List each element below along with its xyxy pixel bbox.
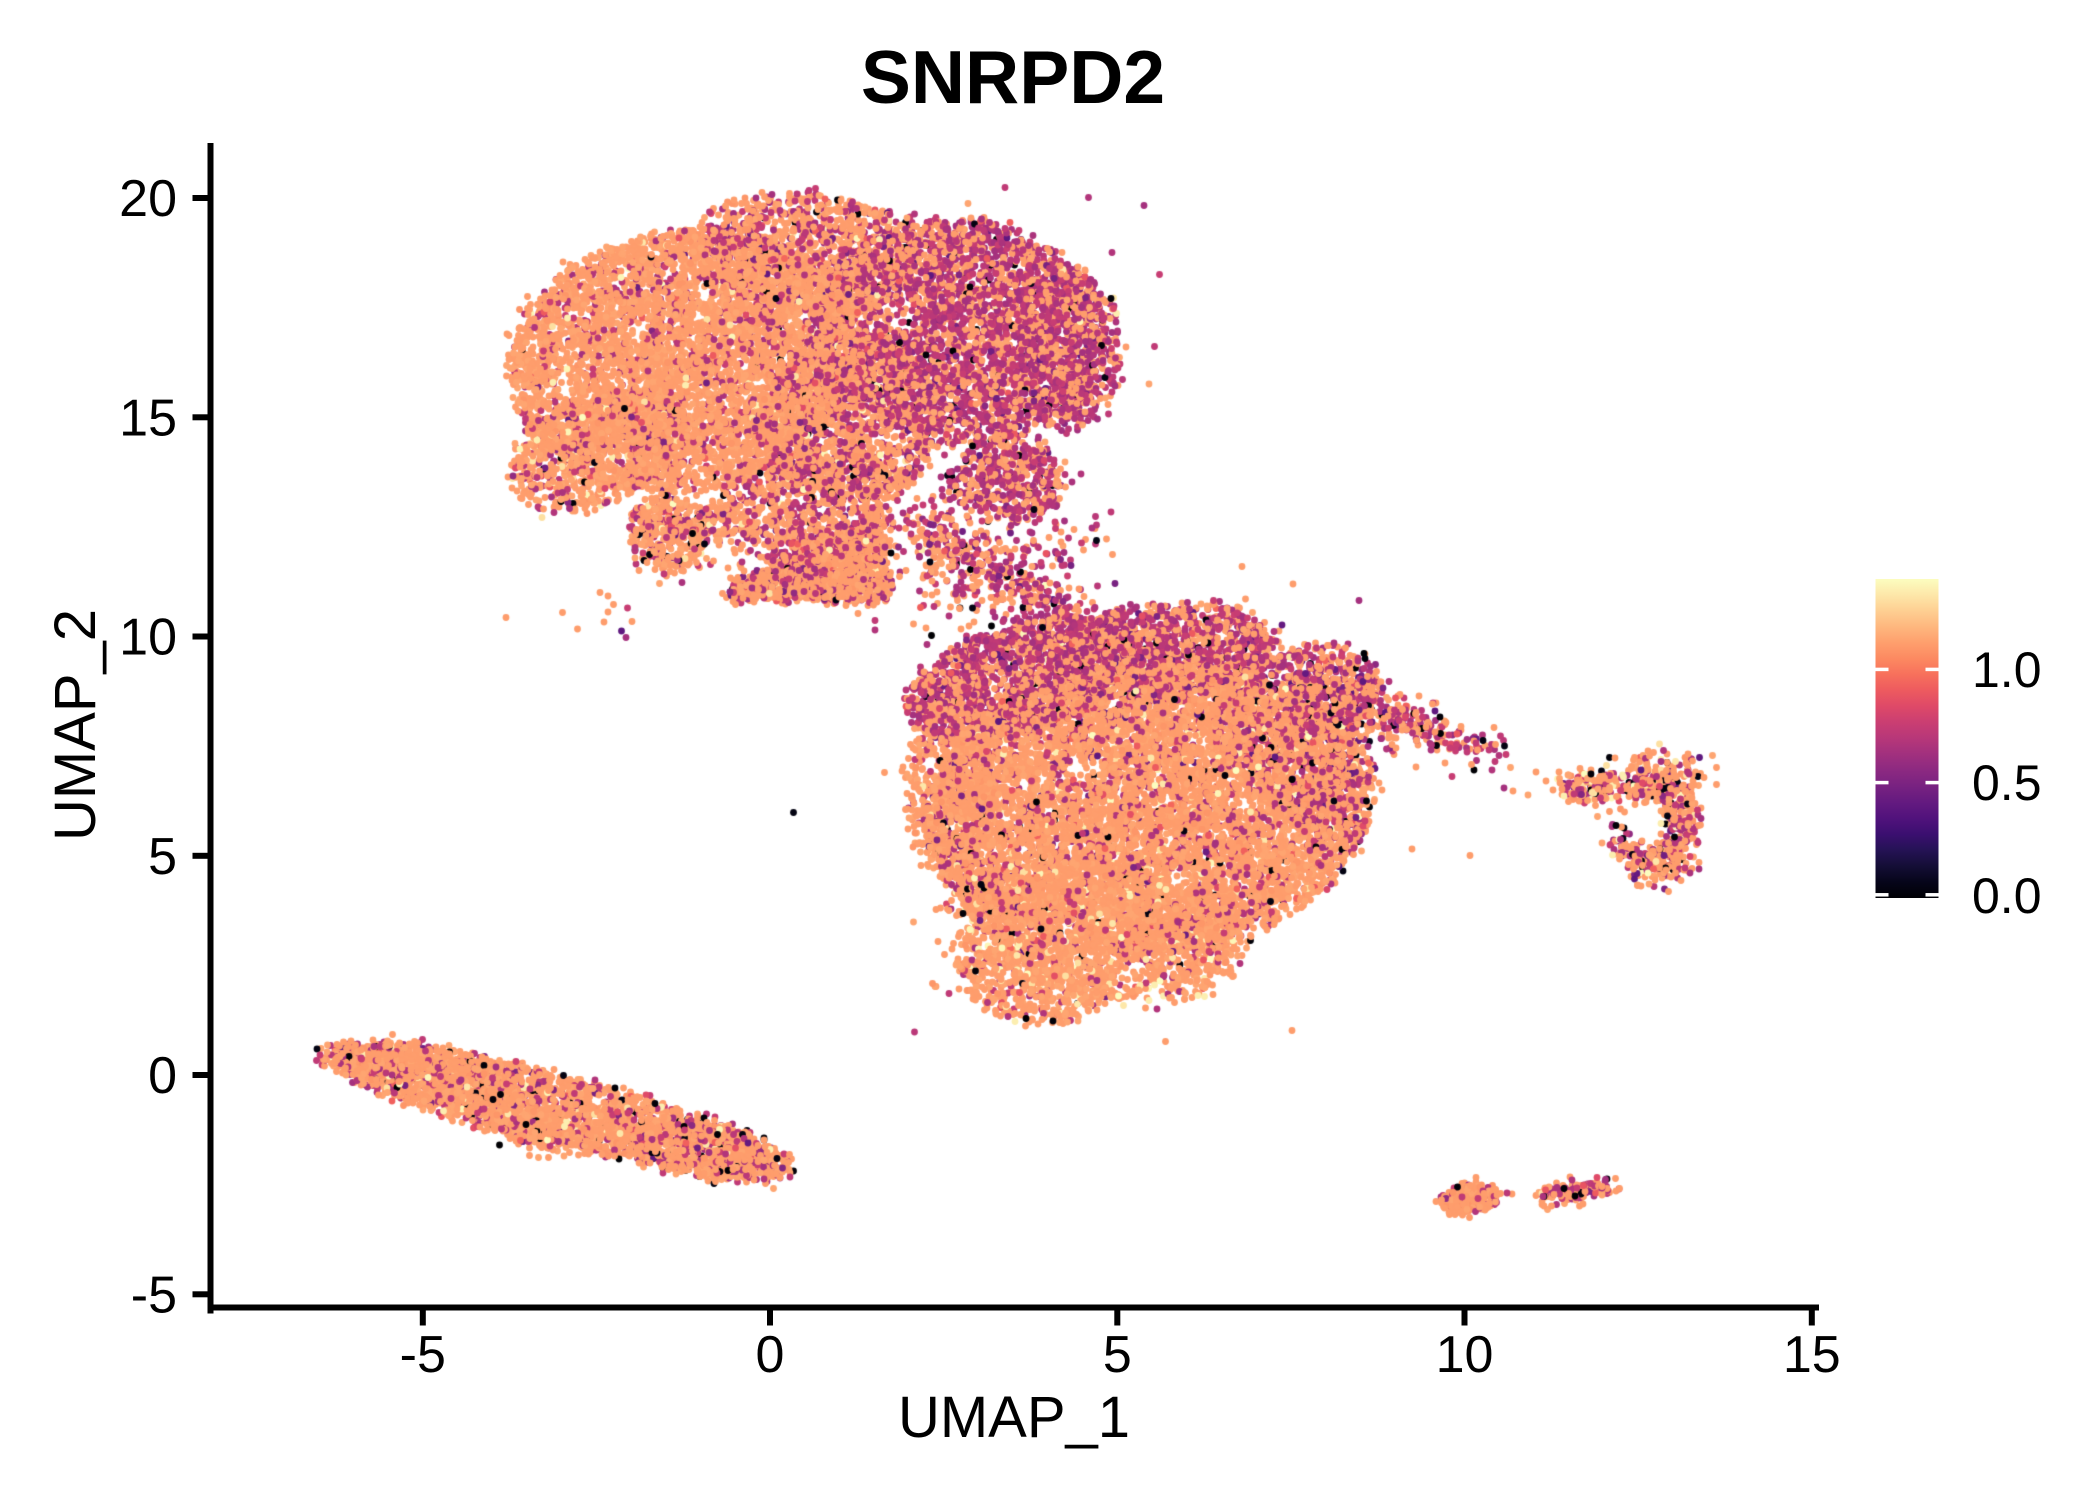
svg-text:0.5: 0.5 <box>1972 755 2042 811</box>
svg-text:15: 15 <box>119 389 177 447</box>
svg-text:-5: -5 <box>131 1266 177 1324</box>
svg-text:0: 0 <box>756 1326 785 1384</box>
svg-text:0: 0 <box>148 1047 177 1105</box>
svg-text:10: 10 <box>1436 1326 1494 1384</box>
svg-text:UMAP_2: UMAP_2 <box>43 609 108 841</box>
svg-text:UMAP_1: UMAP_1 <box>898 1385 1130 1450</box>
svg-text:SNRPD2: SNRPD2 <box>861 35 1165 119</box>
svg-text:1.0: 1.0 <box>1972 642 2042 698</box>
svg-text:10: 10 <box>119 609 177 667</box>
svg-text:20: 20 <box>119 170 177 228</box>
svg-text:5: 5 <box>148 828 177 886</box>
svg-text:-5: -5 <box>400 1326 446 1384</box>
svg-text:15: 15 <box>1783 1326 1841 1384</box>
svg-text:0.0: 0.0 <box>1972 868 2042 924</box>
svg-text:5: 5 <box>1103 1326 1132 1384</box>
